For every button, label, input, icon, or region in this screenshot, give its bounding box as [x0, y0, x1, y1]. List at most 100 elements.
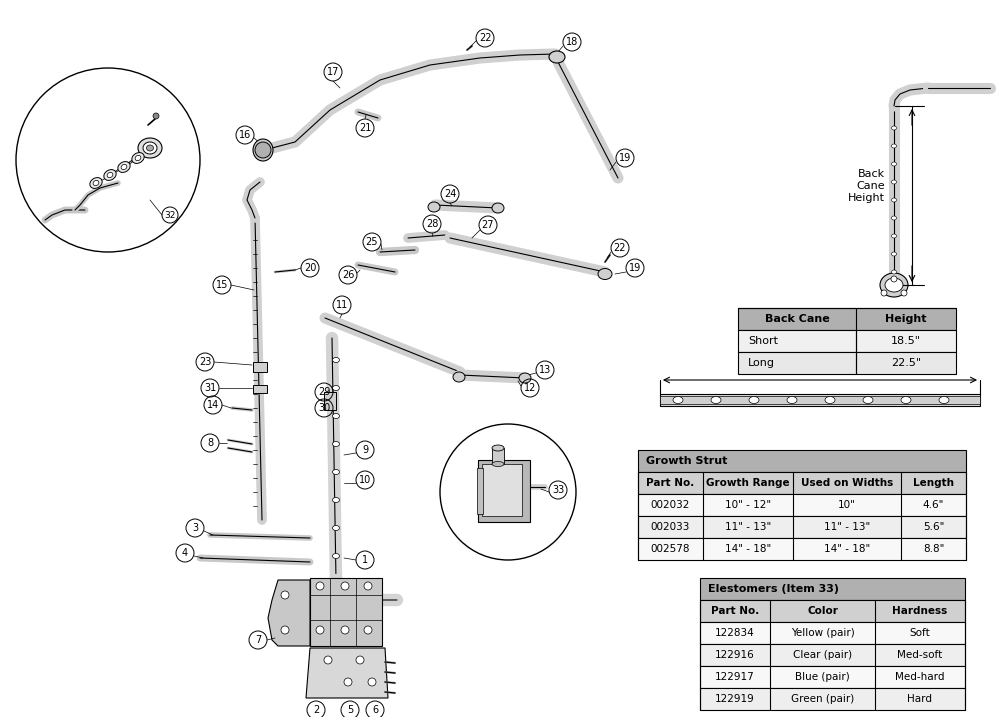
- Text: 4.6": 4.6": [923, 500, 944, 510]
- FancyBboxPatch shape: [310, 578, 382, 646]
- Bar: [638, 516, 966, 538]
- Text: 13: 13: [539, 365, 551, 375]
- Text: 11" - 13": 11" - 13": [824, 522, 870, 532]
- Bar: [324, 392, 336, 410]
- Ellipse shape: [901, 397, 911, 404]
- Text: Hard: Hard: [908, 694, 932, 704]
- Text: 17: 17: [327, 67, 339, 77]
- Text: 14" - 18": 14" - 18": [725, 544, 771, 554]
- Text: 23: 23: [199, 357, 211, 367]
- Text: 4: 4: [182, 548, 188, 558]
- Ellipse shape: [885, 278, 903, 292]
- Text: Blue (pair): Blue (pair): [795, 672, 850, 682]
- Bar: [638, 472, 966, 494]
- Text: 28: 28: [426, 219, 438, 229]
- Ellipse shape: [673, 397, 683, 404]
- Ellipse shape: [492, 462, 504, 467]
- Ellipse shape: [332, 442, 340, 447]
- Text: 122917: 122917: [715, 672, 755, 682]
- Ellipse shape: [892, 180, 896, 184]
- Text: 19: 19: [629, 263, 641, 273]
- Circle shape: [281, 626, 289, 634]
- Bar: [660, 396, 980, 404]
- Ellipse shape: [118, 161, 130, 172]
- Text: 002032: 002032: [651, 500, 690, 510]
- Text: Yellow (pair): Yellow (pair): [791, 628, 854, 638]
- Text: 5: 5: [347, 705, 353, 715]
- Ellipse shape: [892, 216, 896, 220]
- Ellipse shape: [453, 372, 465, 382]
- Text: 19: 19: [619, 153, 631, 163]
- Ellipse shape: [138, 138, 162, 158]
- Text: 20: 20: [304, 263, 316, 273]
- Text: Elestomers (Item 33): Elestomers (Item 33): [708, 584, 839, 594]
- Text: 11: 11: [336, 300, 348, 310]
- Text: Clear (pair): Clear (pair): [793, 650, 852, 660]
- Text: Green (pair): Green (pair): [791, 694, 854, 704]
- Ellipse shape: [332, 554, 340, 559]
- Circle shape: [341, 582, 349, 590]
- Text: 1: 1: [362, 555, 368, 565]
- Circle shape: [341, 626, 349, 634]
- Circle shape: [881, 290, 887, 296]
- Ellipse shape: [892, 252, 896, 256]
- Text: 122834: 122834: [715, 628, 755, 638]
- Bar: [638, 450, 966, 472]
- Circle shape: [364, 626, 372, 634]
- Ellipse shape: [132, 153, 144, 163]
- Text: 22.5": 22.5": [891, 358, 921, 368]
- Ellipse shape: [880, 273, 908, 297]
- Text: Short: Short: [748, 336, 778, 346]
- Text: 25: 25: [366, 237, 378, 247]
- Text: 29: 29: [318, 387, 330, 397]
- Polygon shape: [268, 580, 310, 646]
- Text: 002033: 002033: [651, 522, 690, 532]
- Text: Color: Color: [807, 606, 838, 616]
- Ellipse shape: [787, 397, 797, 404]
- Ellipse shape: [93, 181, 99, 186]
- Circle shape: [153, 113, 159, 119]
- Ellipse shape: [107, 172, 113, 178]
- Text: Length: Length: [913, 478, 954, 488]
- Text: 18: 18: [566, 37, 578, 47]
- Text: Used on Widths: Used on Widths: [801, 478, 893, 488]
- Ellipse shape: [332, 358, 340, 363]
- Text: Back Cane: Back Cane: [765, 314, 829, 324]
- Bar: [253, 362, 267, 372]
- Circle shape: [891, 276, 897, 282]
- Circle shape: [368, 678, 376, 686]
- Text: 18.5": 18.5": [891, 336, 921, 346]
- Text: 22: 22: [479, 33, 491, 43]
- Text: 5.6": 5.6": [923, 522, 944, 532]
- Ellipse shape: [492, 445, 504, 451]
- Circle shape: [316, 626, 324, 634]
- Text: 14" - 18": 14" - 18": [824, 544, 870, 554]
- Bar: [253, 385, 267, 393]
- Circle shape: [356, 656, 364, 664]
- Text: 16: 16: [239, 130, 251, 140]
- Text: 30: 30: [318, 403, 330, 413]
- Text: 21: 21: [359, 123, 371, 133]
- Ellipse shape: [892, 234, 896, 238]
- Ellipse shape: [332, 526, 340, 531]
- Ellipse shape: [121, 164, 127, 170]
- Text: Part No.: Part No.: [711, 606, 759, 616]
- Circle shape: [324, 656, 332, 664]
- Bar: [482, 464, 522, 516]
- Ellipse shape: [104, 170, 116, 181]
- Text: Growth
Strut
Length: Growth Strut Length: [800, 327, 840, 360]
- Bar: [478, 460, 530, 522]
- Text: 2: 2: [313, 705, 319, 715]
- Circle shape: [281, 591, 289, 599]
- Text: 14: 14: [207, 400, 219, 410]
- Ellipse shape: [90, 178, 102, 189]
- Text: Back
Cane
Height: Back Cane Height: [848, 169, 885, 203]
- Ellipse shape: [711, 397, 721, 404]
- Bar: [638, 538, 966, 560]
- Bar: [738, 330, 956, 352]
- Bar: [700, 600, 965, 622]
- Circle shape: [364, 582, 372, 590]
- Bar: [700, 578, 965, 600]
- Ellipse shape: [892, 162, 896, 166]
- Text: 7: 7: [255, 635, 261, 645]
